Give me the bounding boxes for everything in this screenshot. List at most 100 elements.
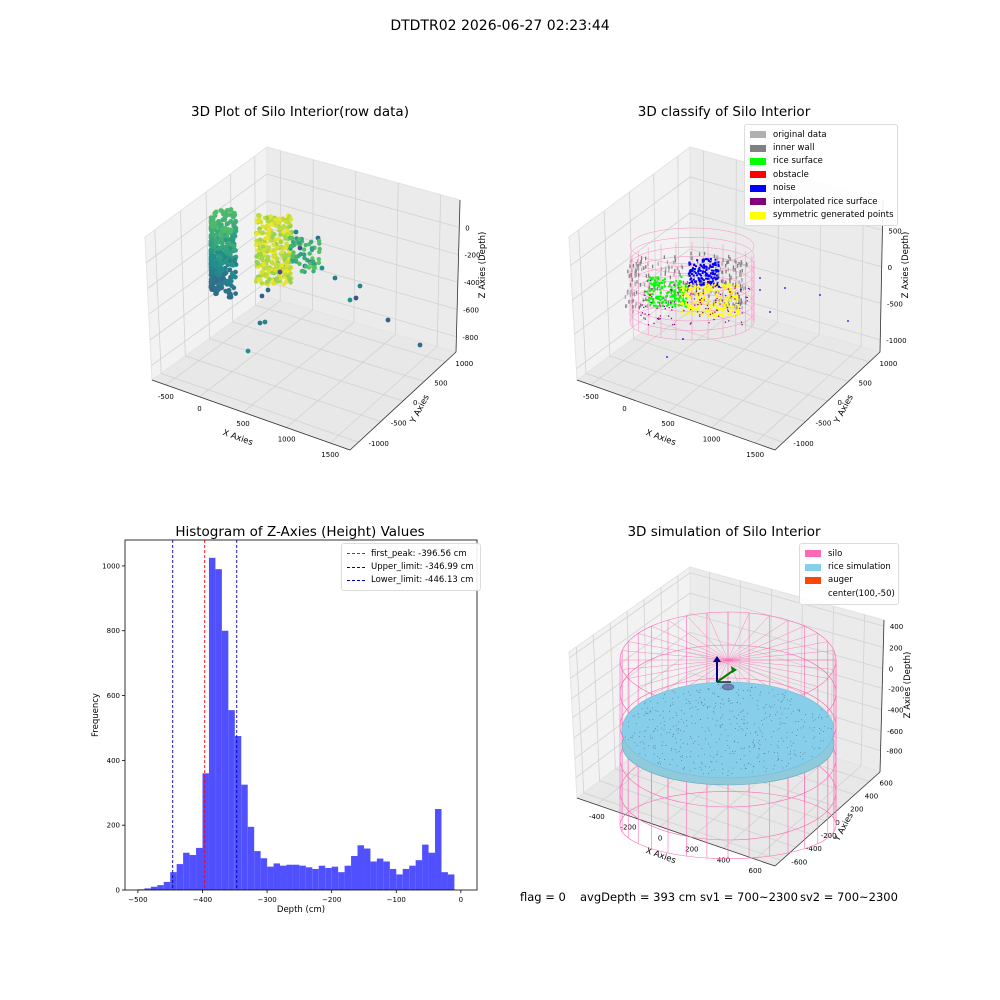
interpolated-point — [724, 321, 727, 323]
rice-simulation-point — [676, 742, 678, 744]
inner-wall-point — [660, 267, 662, 271]
legend-swatch — [750, 144, 766, 152]
histogram-bar — [234, 736, 242, 890]
raw-point — [306, 265, 312, 270]
rice-simulation-point — [734, 728, 736, 730]
raw-point — [297, 261, 302, 266]
rice-simulation-point — [785, 691, 787, 693]
rice-simulation-point — [758, 753, 760, 755]
interpolated-point — [671, 289, 673, 292]
interpolated-point — [715, 299, 717, 302]
symmetric-point — [724, 284, 727, 287]
interpolated-point — [712, 312, 714, 314]
inner-wall-point — [634, 282, 636, 286]
y-gridline — [180, 210, 381, 422]
interpolated-point — [721, 299, 723, 302]
rice-simulation-point — [703, 699, 705, 701]
symmetric-point — [710, 286, 712, 289]
rice-simulation-point — [762, 735, 764, 737]
y-axis-label: Frequency — [91, 693, 101, 737]
z-gridline — [570, 592, 884, 679]
histogram-bar — [299, 865, 306, 890]
rice-simulation-surface — [621, 681, 835, 779]
rice-simulation-point — [676, 729, 678, 731]
x-axis-label: X Axies — [221, 428, 254, 448]
rice-simulation-point — [661, 753, 663, 755]
symmetric-point — [692, 312, 695, 315]
raw-point — [256, 212, 261, 218]
z-axis-line — [879, 619, 885, 773]
noise-point — [702, 263, 705, 266]
interpolated-point — [712, 286, 714, 288]
noise-point — [695, 265, 697, 268]
rice-simulation-point — [753, 742, 755, 744]
x-gridline — [754, 614, 865, 860]
symmetric-point — [680, 303, 683, 306]
noise-point — [702, 283, 705, 286]
histogram-bar — [208, 557, 216, 890]
symmetric-point — [696, 282, 699, 285]
noise-point — [710, 276, 713, 279]
noise-point — [717, 276, 720, 279]
symmetric-point — [685, 314, 688, 316]
inner-wall-point — [735, 260, 737, 264]
rice-simulation-point — [720, 755, 722, 757]
symmetric-point — [692, 291, 695, 294]
inner-wall-point — [631, 300, 633, 304]
rice-surface-point — [657, 281, 660, 284]
raw-point — [291, 259, 296, 264]
silo-roof-spoke — [727, 615, 770, 661]
legend-item: interpolated rice surface — [750, 195, 892, 208]
inner-wall-point — [728, 303, 730, 307]
z-tick-label: 0 — [888, 264, 892, 272]
raw-point — [216, 282, 222, 287]
symmetric-point — [697, 296, 700, 299]
inner-wall-point — [676, 266, 679, 271]
interpolated-point — [745, 296, 747, 298]
raw-point — [218, 259, 224, 265]
x-tick-label: 0 — [459, 896, 463, 904]
inner-wall-point — [678, 270, 680, 274]
symmetric-point — [688, 305, 691, 308]
symmetric-point — [708, 299, 711, 302]
plot-area — [125, 540, 477, 890]
interpolated-point — [643, 299, 645, 302]
symmetric-point — [691, 288, 694, 291]
rice-surface-point — [680, 280, 683, 283]
noise-point — [699, 283, 702, 286]
raw-point — [230, 262, 236, 268]
rice-surface-point — [674, 299, 677, 302]
noise-point — [709, 264, 712, 267]
inner-wall-point — [739, 302, 741, 306]
rice-simulation-point — [742, 729, 744, 731]
inner-wall-point — [660, 272, 662, 277]
noise-point — [716, 283, 719, 286]
symmetric-point — [734, 296, 737, 299]
raw-point — [293, 229, 299, 235]
histogram-bar — [441, 872, 448, 890]
inner-wall-point — [686, 280, 689, 285]
raw-point — [281, 282, 286, 287]
inner-wall-point — [635, 302, 637, 306]
raw-point — [209, 270, 215, 276]
symmetric-point — [732, 305, 735, 308]
rice-simulation-point — [722, 768, 724, 770]
y-gridline — [653, 173, 849, 382]
inner-wall-point — [657, 262, 659, 266]
symmetric-point — [685, 301, 687, 304]
rice-surface-point — [654, 288, 657, 291]
noise-point — [712, 269, 715, 272]
avg-depth-text: avgDepth = 393 cm — [580, 890, 697, 904]
noise-point — [701, 260, 704, 263]
interpolated-point — [708, 322, 710, 324]
rice-simulation-point — [742, 698, 744, 700]
interpolated-point — [687, 288, 689, 290]
obstacle-point — [649, 294, 651, 296]
y-axis-label: Y Axies — [408, 393, 432, 426]
rice-simulation-point — [645, 754, 647, 756]
rice-surface-point — [648, 287, 651, 290]
interpolated-point — [727, 310, 730, 313]
rice-simulation-point — [751, 771, 753, 773]
rice-simulation-point — [765, 739, 767, 741]
inner-wall-point — [636, 259, 639, 263]
